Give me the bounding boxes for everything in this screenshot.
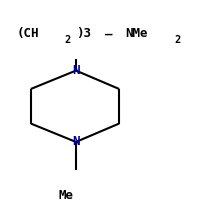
Text: Me: Me (58, 189, 73, 203)
Text: NMe: NMe (125, 27, 147, 40)
Text: 2: 2 (174, 35, 180, 45)
Text: N: N (72, 135, 80, 148)
Text: N: N (72, 64, 80, 77)
Text: (CH: (CH (17, 27, 40, 40)
Text: 2: 2 (64, 35, 70, 45)
Text: )3: )3 (76, 27, 91, 40)
Text: —: — (105, 27, 113, 40)
